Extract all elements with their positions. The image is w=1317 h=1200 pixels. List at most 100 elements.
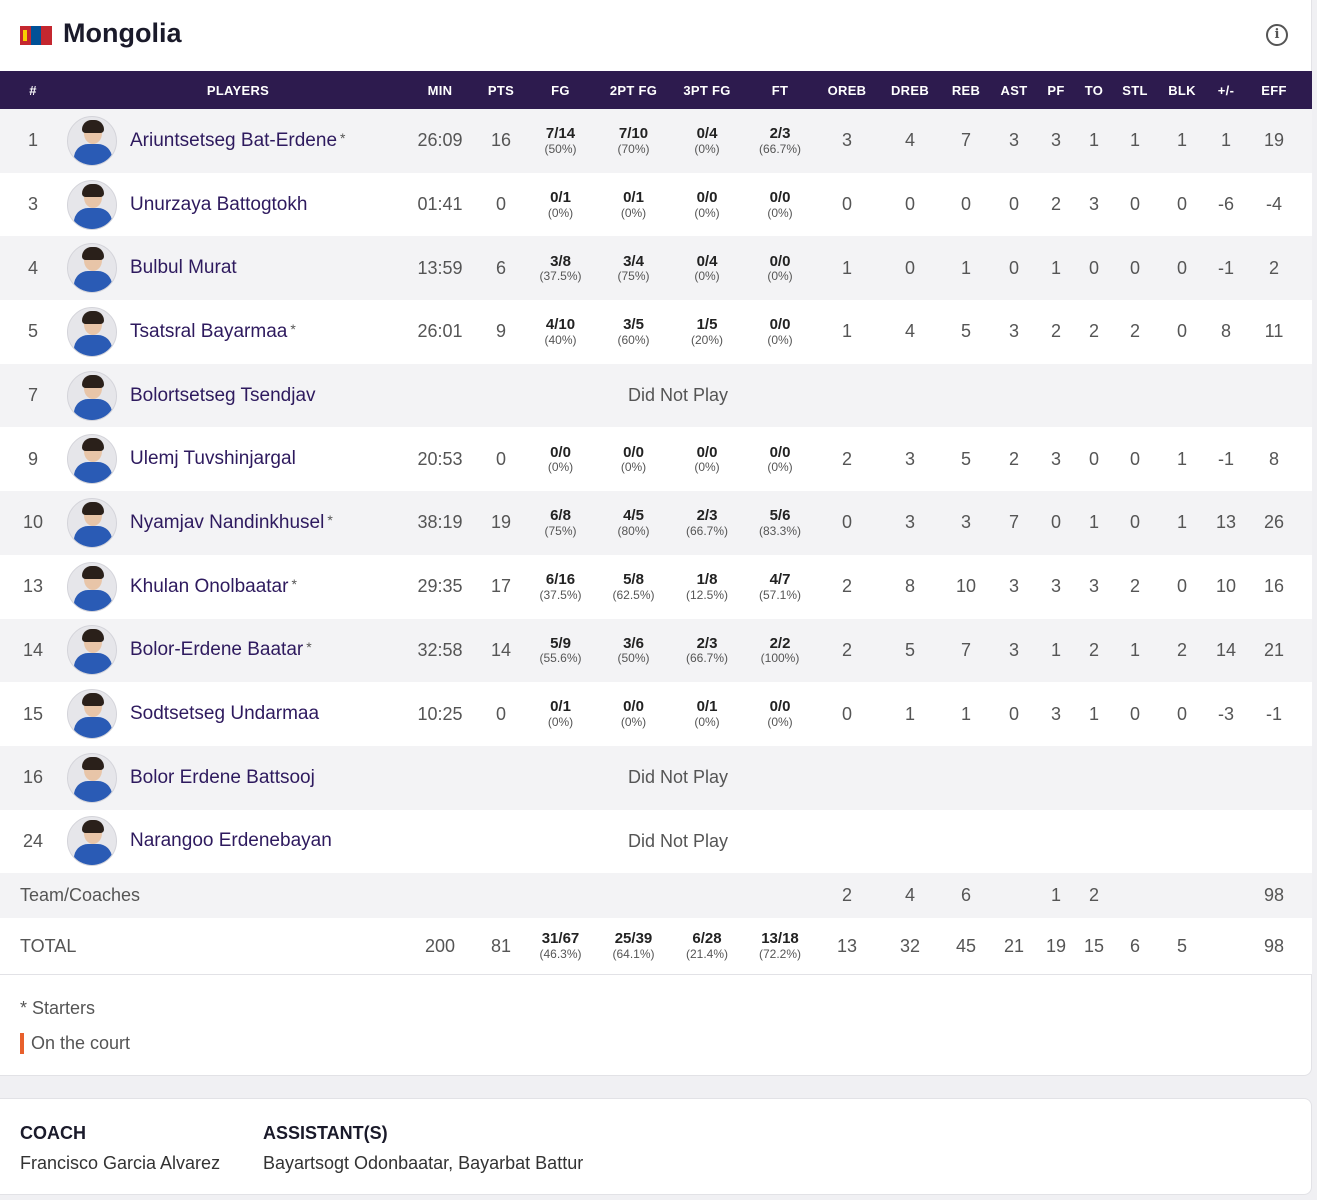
dreb: 1: [870, 682, 950, 746]
empty-stat: [589, 873, 678, 918]
player-name-link[interactable]: Narangoo Erdenebayan: [130, 830, 332, 852]
player-avatar[interactable]: [67, 497, 117, 548]
column-header-eff[interactable]: EFF: [1236, 71, 1312, 109]
blk: 5: [1148, 918, 1216, 974]
to-value: 3: [1088, 576, 1099, 597]
to: 1: [1066, 682, 1122, 746]
ft-made: 4/7: [769, 570, 791, 588]
pf-value: 3: [1050, 130, 1061, 151]
column-header-reb[interactable]: REB: [950, 71, 982, 109]
player-cell: Bolortsetseg Tsendjav: [66, 364, 410, 427]
reb-value: 1: [960, 257, 971, 278]
ast-value: 0: [1008, 703, 1019, 724]
pts: 0: [470, 682, 532, 746]
player-avatar[interactable]: [67, 115, 117, 166]
min-value: 26:09: [417, 130, 463, 151]
player-avatar[interactable]: [67, 752, 117, 803]
column-header-ft[interactable]: FT: [736, 71, 824, 109]
empty-stat: [1046, 364, 1066, 428]
empty-stat: [870, 746, 950, 810]
column-header-[interactable]: #: [0, 71, 66, 109]
column-header-blk[interactable]: BLK: [1148, 71, 1216, 109]
player-name-link[interactable]: Bulbul Murat: [130, 257, 237, 279]
pm: 8: [1216, 300, 1236, 364]
column-header-2pt-fg[interactable]: 2PT FG: [589, 71, 678, 109]
p3-made: 1/5: [696, 316, 718, 334]
column-header-fg[interactable]: FG: [532, 71, 589, 109]
player-avatar[interactable]: [67, 370, 117, 421]
fg: 5/9 (55.6%): [532, 619, 589, 683]
to-value: 0: [1088, 448, 1099, 469]
column-header-min[interactable]: MIN: [410, 71, 470, 109]
player-avatar[interactable]: [67, 561, 117, 612]
p2-pct: (70%): [617, 141, 650, 156]
to-value: 1: [1088, 703, 1099, 724]
player-cell: Nyamjav Nandinkhusel *: [66, 491, 410, 554]
fg-pct: (55.6%): [539, 651, 582, 666]
player: Khulan Onolbaatar *: [66, 555, 410, 619]
column-header-stl[interactable]: STL: [1122, 71, 1148, 109]
blk-value: 2: [1176, 639, 1187, 660]
legend-starters: * Starters: [20, 997, 96, 1018]
column-header-[interactable]: +/-: [1216, 71, 1236, 109]
pts: [470, 364, 532, 428]
fg-pct: (75%): [544, 524, 577, 539]
column-header-to[interactable]: TO: [1066, 71, 1122, 109]
column-header-players[interactable]: PLAYERS: [66, 71, 410, 109]
player-name-link[interactable]: Unurzaya Battogtokh: [130, 193, 308, 215]
info-icon[interactable]: i: [1266, 24, 1288, 46]
player-cell: Khulan Onolbaatar *: [66, 555, 410, 618]
player-avatar[interactable]: [67, 816, 117, 867]
stl-value: 2: [1129, 576, 1140, 597]
p3-made: 0/1: [696, 698, 718, 716]
column-header-oreb[interactable]: OREB: [824, 71, 870, 109]
coach-block: COACH Francisco Garcia Alvarez: [20, 1123, 220, 1174]
player-avatar[interactable]: [67, 434, 117, 485]
player-name-link[interactable]: Bolor Erdene Battsooj: [130, 766, 315, 788]
column-header-ast[interactable]: AST: [982, 71, 1046, 109]
ast-value: 3: [1008, 130, 1019, 151]
player-avatar[interactable]: [67, 306, 117, 357]
table-row: 10 Nyamjav Nandinkhusel * 38:19 19 6/8 (75%) 4/…: [0, 491, 1312, 555]
player-avatar[interactable]: [67, 179, 117, 230]
jersey-number: 13: [0, 555, 66, 619]
2pt-fg: 3/5 (60%): [589, 300, 678, 364]
pf-value: 0: [1050, 512, 1061, 533]
player-name-link[interactable]: Sodtsetseg Undarmaa: [130, 703, 320, 725]
stl: 2: [1122, 300, 1148, 364]
player-name-link[interactable]: Ariuntsetseg Bat-Erdene *: [130, 129, 346, 151]
to-value: 1: [1088, 512, 1099, 533]
fg-made: 0/0: [550, 443, 571, 461]
player-name-link[interactable]: Khulan Onolbaatar *: [130, 575, 297, 597]
player-avatar[interactable]: [67, 689, 117, 740]
ast: 21: [982, 918, 1046, 974]
empty-stat: [1148, 364, 1216, 428]
column-header-3pt-fg[interactable]: 3PT FG: [678, 71, 736, 109]
column-header-pts[interactable]: PTS: [470, 71, 532, 109]
min-value: 38:19: [417, 512, 463, 533]
player-name-link[interactable]: Bolor-Erdene Baatar *: [130, 639, 312, 661]
player-avatar[interactable]: [67, 625, 117, 676]
to-value: 3: [1088, 194, 1099, 215]
blk: 0: [1148, 236, 1216, 300]
oreb: 2: [824, 427, 870, 491]
player-name-link[interactable]: Nyamjav Nandinkhusel *: [130, 511, 333, 533]
eff-value: 19: [1263, 130, 1285, 151]
pts-value: 0: [495, 448, 506, 469]
to: 2: [1066, 619, 1122, 683]
dreb: 0: [870, 173, 950, 237]
column-header-pf[interactable]: PF: [1046, 71, 1066, 109]
fg-made: 31/67: [541, 930, 580, 948]
column-header-dreb[interactable]: DREB: [870, 71, 950, 109]
player-name-link[interactable]: Tsatsral Bayarmaa *: [130, 320, 296, 342]
player-cell: Bolor Erdene Battsooj: [66, 746, 410, 809]
jersey-number: 14: [0, 619, 66, 683]
blk: 1: [1148, 491, 1216, 555]
p2-pct: (0%): [620, 205, 647, 220]
pts-value: 16: [490, 130, 512, 151]
player-avatar[interactable]: [67, 243, 117, 294]
eff-value: 2: [1268, 257, 1279, 278]
pm: 1: [1216, 109, 1236, 173]
player-name-link[interactable]: Bolortsetseg Tsendjav: [130, 384, 316, 406]
player-name-link[interactable]: Ulemj Tuvshinjargal: [130, 448, 296, 470]
